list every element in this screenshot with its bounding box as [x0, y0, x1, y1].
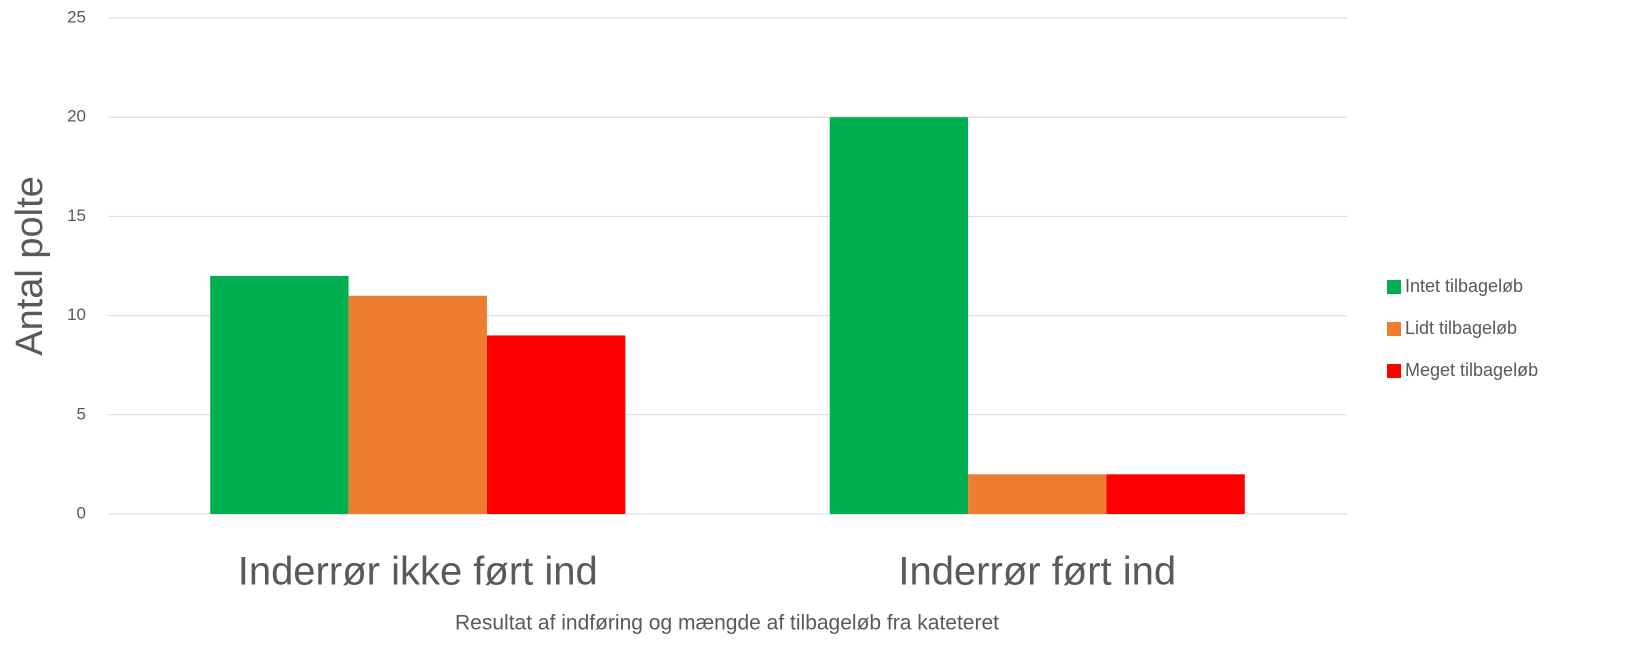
bar	[348, 295, 487, 514]
x-tick-label: Inderrør ikke ført ind	[238, 550, 598, 594]
y-tick-label: 20	[67, 107, 86, 126]
bar	[829, 117, 969, 514]
y-tick-label: 10	[67, 305, 86, 324]
bar	[486, 335, 626, 514]
legend-swatch	[1387, 322, 1401, 336]
legend-swatch	[1387, 280, 1401, 294]
y-tick-label: 0	[77, 503, 86, 522]
legend-label: Intet tilbageløb	[1405, 276, 1523, 296]
x-axis-title: Resultat af indføring og mængde af tilba…	[455, 612, 999, 635]
legend-label: Meget tilbageløb	[1405, 360, 1538, 380]
legend-swatch	[1387, 364, 1401, 378]
y-axis-title: Antal polte	[9, 176, 51, 356]
bar	[968, 474, 1107, 514]
y-tick-label: 15	[67, 206, 86, 225]
x-tick-label: Inderrør ført ind	[898, 550, 1176, 594]
y-tick-label: 25	[67, 7, 86, 26]
bar	[210, 275, 349, 514]
y-tick-label: 5	[77, 404, 86, 423]
bar	[1106, 474, 1245, 514]
legend-label: Lidt tilbageløb	[1405, 318, 1517, 338]
